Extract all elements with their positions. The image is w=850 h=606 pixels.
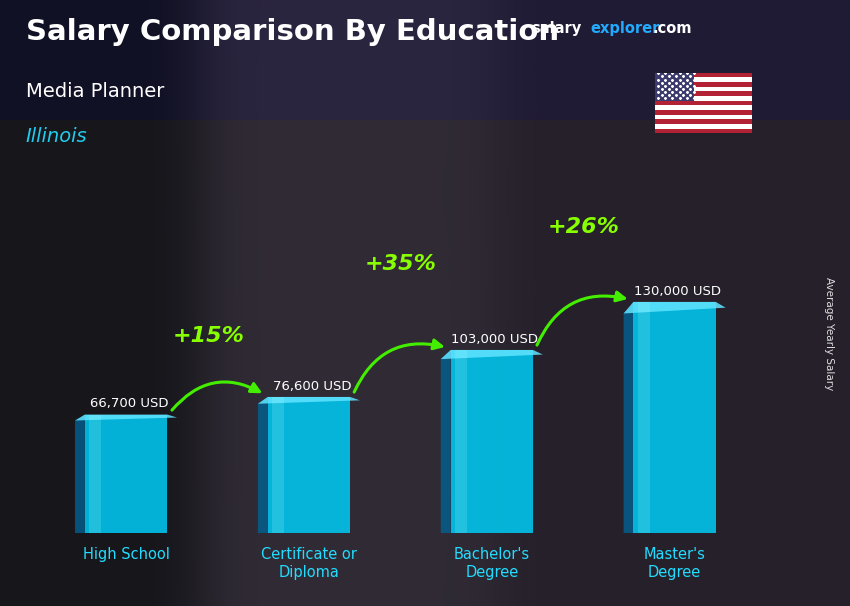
Text: 130,000 USD: 130,000 USD: [634, 285, 721, 298]
Bar: [654, 105, 752, 110]
Text: Average Yearly Salary: Average Yearly Salary: [824, 277, 834, 390]
Text: 76,600 USD: 76,600 USD: [273, 380, 351, 393]
Polygon shape: [441, 350, 543, 359]
Bar: [89, 415, 101, 533]
Bar: [272, 397, 284, 533]
Bar: [85, 415, 167, 533]
Polygon shape: [258, 397, 268, 533]
Bar: [268, 397, 350, 533]
Text: Salary Comparison By Education: Salary Comparison By Education: [26, 18, 558, 46]
Text: 66,700 USD: 66,700 USD: [90, 398, 168, 410]
Polygon shape: [75, 415, 177, 421]
Bar: [654, 110, 752, 115]
Text: salary: salary: [531, 21, 581, 36]
Text: Illinois: Illinois: [26, 127, 87, 146]
Polygon shape: [258, 397, 360, 404]
Bar: [654, 73, 752, 78]
Text: +35%: +35%: [365, 253, 436, 273]
Bar: [654, 96, 752, 101]
Bar: [654, 92, 752, 96]
Bar: [654, 101, 752, 105]
Polygon shape: [441, 350, 451, 533]
Bar: [633, 302, 716, 533]
Polygon shape: [75, 415, 85, 533]
Bar: [654, 78, 752, 82]
Polygon shape: [624, 302, 633, 533]
Text: Media Planner: Media Planner: [26, 82, 164, 101]
Bar: [450, 350, 533, 533]
Text: +15%: +15%: [173, 326, 244, 346]
Text: .com: .com: [653, 21, 692, 36]
Bar: [654, 82, 752, 87]
Bar: [654, 73, 694, 101]
Text: explorer: explorer: [591, 21, 660, 36]
Bar: [654, 128, 752, 133]
Bar: [654, 115, 752, 119]
Bar: [654, 119, 752, 124]
Bar: [638, 302, 650, 533]
Text: +26%: +26%: [547, 217, 619, 237]
Bar: [654, 124, 752, 128]
Bar: [654, 87, 752, 92]
Bar: [455, 350, 468, 533]
Polygon shape: [624, 302, 726, 313]
Text: 103,000 USD: 103,000 USD: [451, 333, 538, 346]
